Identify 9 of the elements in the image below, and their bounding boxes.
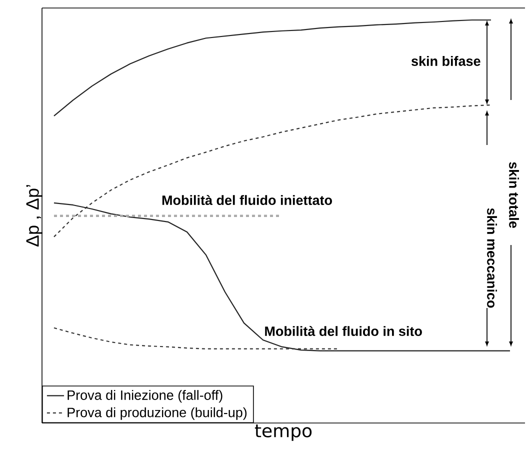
annotation: Mobilità del fluido in sito: [265, 326, 422, 336]
annotation: skin bifase: [411, 56, 480, 66]
annotation: Mobilità del fluido iniettato: [162, 194, 332, 206]
y-axis-title: Δp , Δp’: [26, 185, 42, 246]
x-axis-title: tempo: [254, 424, 312, 441]
annotation: skin totale: [509, 162, 519, 228]
annotation: skin meccanico: [487, 208, 497, 308]
legend-label: Prova di produzione (build-up): [68, 407, 247, 420]
legend-label: Prova di Iniezione (fall-off): [68, 390, 222, 403]
